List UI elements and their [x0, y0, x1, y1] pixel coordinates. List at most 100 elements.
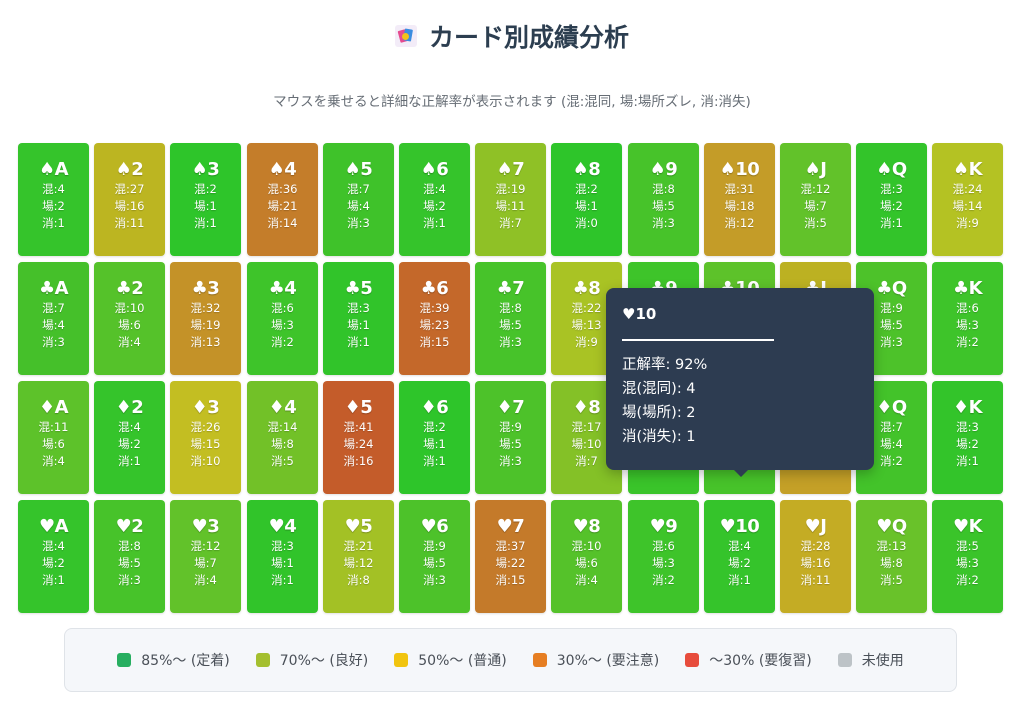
- stat-key: 場: [42, 318, 54, 332]
- card-tile[interactable]: ♠4 混:36 場:21 消:14: [247, 143, 318, 256]
- card-tile[interactable]: ♠5 混:7 場:4 消:3: [323, 143, 394, 256]
- card-tile[interactable]: ♥5 混:21 場:12 消:8: [323, 500, 394, 613]
- card-tile[interactable]: ♥Q 混:13 場:8 消:5: [856, 500, 927, 613]
- card-tile[interactable]: ♦2 混:4 場:2 消:1: [94, 381, 165, 494]
- legend-swatch: [394, 653, 409, 667]
- card-tile[interactable]: ♦6 混:2 場:1 消:1: [399, 381, 470, 494]
- card-tile[interactable]: ♥8 混:10 場:6 消:4: [551, 500, 622, 613]
- card-label: ♠: [496, 159, 513, 180]
- card-tile[interactable]: ♣A 混:7 場:4 消:3: [18, 262, 89, 375]
- stat-key: 混: [423, 182, 435, 196]
- card-tile[interactable]: ♣4 混:6 場:3 消:2: [247, 262, 318, 375]
- card-tile[interactable]: ♦5 混:41 場:24 消:16: [323, 381, 394, 494]
- card-label: ♠: [719, 159, 736, 180]
- stat-value: 11: [53, 420, 69, 434]
- card-tile[interactable]: ♥2 混:8 場:5 消:3: [94, 500, 165, 613]
- stat-key: 場: [343, 556, 355, 570]
- stat-value: 24: [358, 437, 374, 451]
- card-tile[interactable]: ♠8 混:2 場:1 消:0: [551, 143, 622, 256]
- stat-value: 6: [133, 318, 141, 332]
- card-tile[interactable]: ♥J 混:28 場:16 消:11: [780, 500, 851, 613]
- card-tile[interactable]: ♦4 混:14 場:8 消:5: [247, 381, 318, 494]
- card-rank: 3: [207, 278, 220, 299]
- legend-item: 85%〜 (定着): [117, 650, 230, 670]
- card-label: ♦: [952, 397, 969, 418]
- stat-key: 消: [499, 216, 511, 230]
- stat-value: 7: [895, 420, 903, 434]
- card-tile[interactable]: ♥K 混:5 場:3 消:2: [932, 500, 1003, 613]
- stat-position: 場:3: [652, 556, 675, 570]
- card-tile[interactable]: ♠2 混:27 場:16 消:11: [94, 143, 165, 256]
- card-rank: Q: [891, 278, 907, 299]
- card-tile[interactable]: ♠6 混:4 場:2 消:1: [399, 143, 470, 256]
- card-tile[interactable]: ♥9 混:6 場:3 消:2: [628, 500, 699, 613]
- stat-key: 場: [419, 318, 431, 332]
- stat-value: 1: [209, 216, 217, 230]
- page-subtitle: マウスを乗せると詳細な正解率が表示されます (混:混同, 場:場所ズレ, 消:消…: [273, 94, 751, 110]
- card-tile[interactable]: ♦3 混:26 場:15 消:10: [170, 381, 241, 494]
- stat-value: 36: [282, 182, 298, 196]
- card-tile[interactable]: ♥A 混:4 場:2 消:1: [18, 500, 89, 613]
- card-tile[interactable]: ♣7 混:8 場:5 消:3: [475, 262, 546, 375]
- card-label: ♦: [876, 397, 892, 418]
- legend-swatch: [685, 653, 700, 667]
- card-tile[interactable]: ♣3 混:32 場:19 消:13: [170, 262, 241, 375]
- stat-key: 消: [423, 216, 435, 230]
- card-tile[interactable]: ♣2 混:10 場:6 消:4: [94, 262, 165, 375]
- stat-key: 混: [114, 182, 126, 196]
- card-tile[interactable]: ♥7 混:37 場:22 消:15: [475, 500, 546, 613]
- stat-key: 場: [347, 199, 359, 213]
- card-tile[interactable]: ♠Q 混:3 場:2 消:1: [856, 143, 927, 256]
- card-rank: Q: [891, 159, 907, 180]
- stat-key: 消: [652, 573, 664, 587]
- stat-key: 消: [42, 335, 54, 349]
- card-tile[interactable]: ♦7 混:9 場:5 消:3: [475, 381, 546, 494]
- stat-value: 1: [438, 216, 446, 230]
- card-tile[interactable]: ♥4 混:3 場:1 消:1: [247, 500, 318, 613]
- card-tile[interactable]: ♣5 混:3 場:1 消:1: [323, 262, 394, 375]
- stat-value: 3: [895, 182, 903, 196]
- card-tile[interactable]: ♥3 混:12 場:7 消:4: [170, 500, 241, 613]
- card-tile[interactable]: ♠10 混:31 場:18 消:12: [704, 143, 775, 256]
- stat-value: 5: [514, 318, 522, 332]
- card-label: ♣: [420, 278, 437, 299]
- card-tile[interactable]: ♥10 混:4 場:2 消:1: [704, 500, 775, 613]
- card-tile[interactable]: ♥6 混:9 場:5 消:3: [399, 500, 470, 613]
- card-tile[interactable]: ♠J 混:12 場:7 消:5: [780, 143, 851, 256]
- stat-position: 場:19: [190, 318, 221, 332]
- card-tile[interactable]: ♣6 混:39 場:23 消:15: [399, 262, 470, 375]
- stat-position: 場:1: [575, 199, 598, 213]
- stat-mixup: 混:17: [571, 420, 602, 434]
- stat-value: 11: [815, 573, 831, 587]
- card-name: ♦4: [247, 397, 318, 419]
- stat-position: 場:24: [343, 437, 374, 451]
- stat-key: 消: [190, 454, 202, 468]
- card-tile[interactable]: ♠A 混:4 場:2 消:1: [18, 143, 89, 256]
- stat-key: 消: [194, 573, 206, 587]
- card-rank: 4: [284, 397, 297, 418]
- stat-missing: 消:1: [194, 216, 217, 230]
- stat-value: 2: [667, 573, 675, 587]
- card-rank: 9: [665, 159, 678, 180]
- stat-value: 16: [815, 556, 831, 570]
- stat-key: 消: [347, 335, 359, 349]
- stat-key: 場: [343, 437, 355, 451]
- stat-value: 17: [586, 420, 602, 434]
- card-tile[interactable]: ♠9 混:8 場:5 消:3: [628, 143, 699, 256]
- stat-mixup: 混:4: [42, 539, 65, 553]
- card-rank: 4: [284, 516, 297, 537]
- card-tile[interactable]: ♠K 混:24 場:14 消:9: [932, 143, 1003, 256]
- card-tile[interactable]: ♦A 混:11 場:6 消:4: [18, 381, 89, 494]
- card-tile[interactable]: ♠7 混:19 場:11 消:7: [475, 143, 546, 256]
- stat-missing: 消:1: [347, 335, 370, 349]
- stat-value: 3: [971, 318, 979, 332]
- card-tile[interactable]: ♣K 混:6 場:3 消:2: [932, 262, 1003, 375]
- stat-position: 場:5: [118, 556, 141, 570]
- card-tile[interactable]: ♠3 混:2 場:1 消:1: [170, 143, 241, 256]
- card-name: ♥10: [704, 516, 775, 538]
- stat-key: 消: [575, 454, 587, 468]
- stat-position: 場:4: [347, 199, 370, 213]
- card-name: ♣A: [18, 278, 89, 300]
- stat-key: 場: [42, 437, 54, 451]
- card-tile[interactable]: ♦K 混:3 場:2 消:1: [932, 381, 1003, 494]
